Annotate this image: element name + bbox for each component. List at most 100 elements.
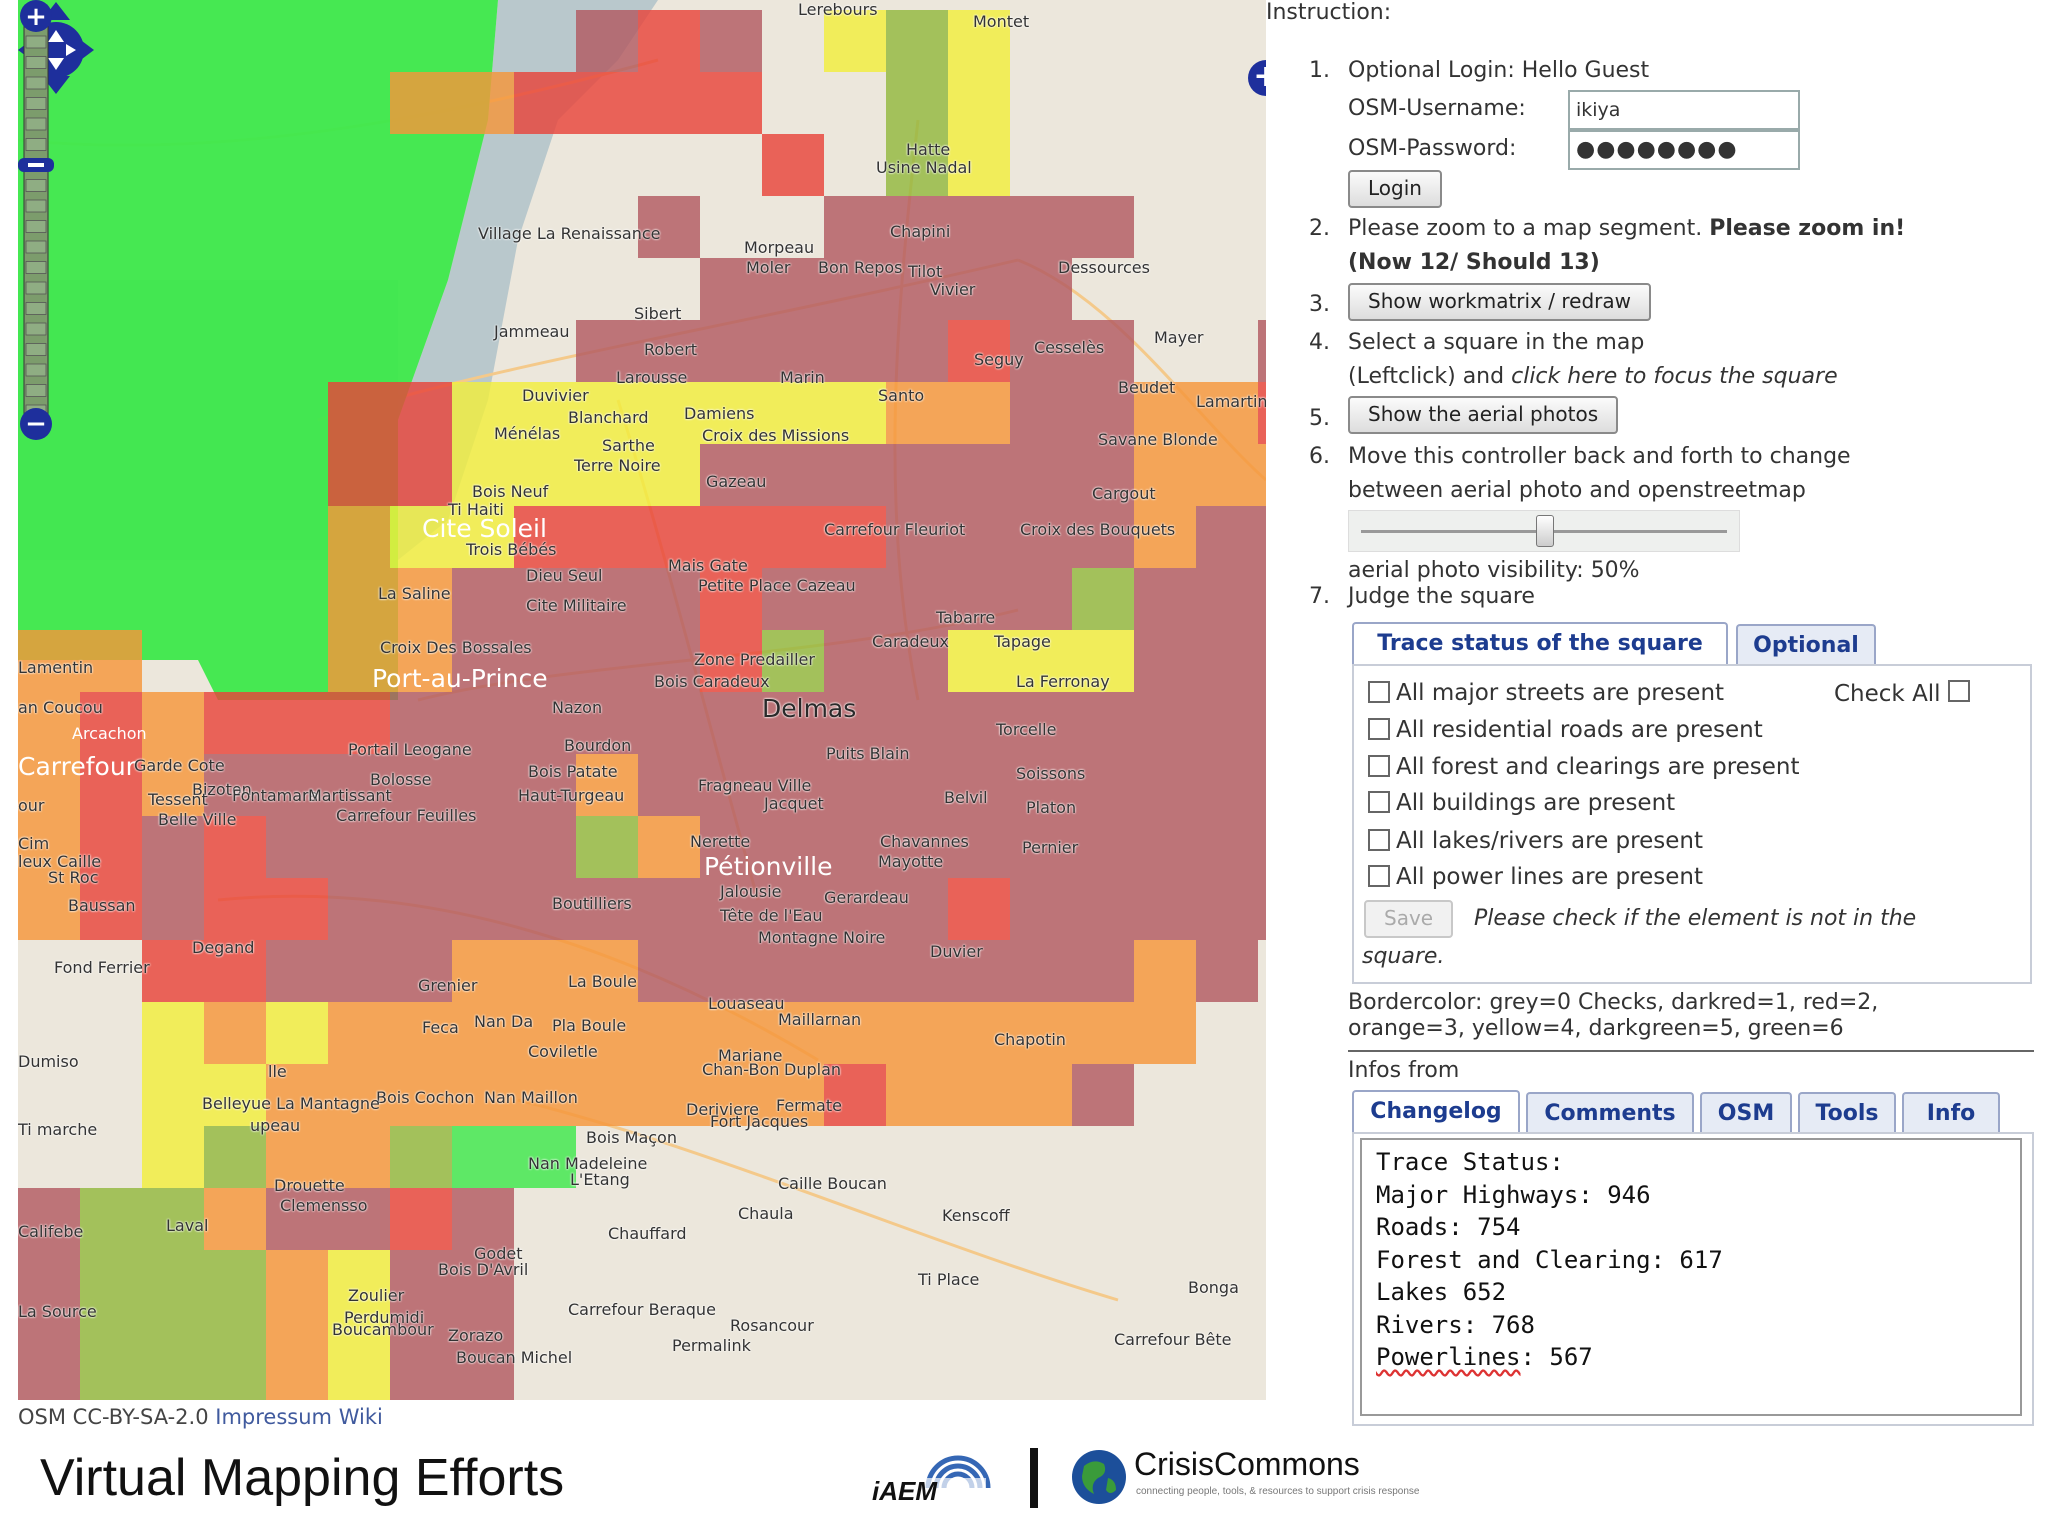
status-cell [390, 1188, 452, 1250]
show-aerial-photos-button[interactable]: Show the aerial photos [1348, 396, 1619, 434]
zoom-tick[interactable] [25, 76, 47, 90]
place-label: Arcachon [72, 724, 147, 743]
status-cell [824, 444, 886, 506]
zoom-in-button[interactable] [20, 0, 52, 32]
status-cell [1010, 382, 1072, 444]
changelog-textarea[interactable]: Trace Status: Major Highways: 946 Roads:… [1360, 1138, 2022, 1416]
tab-osm[interactable]: OSM [1700, 1092, 1792, 1134]
judge-text: Judge the square [1348, 584, 1535, 609]
zoom-tick[interactable] [25, 322, 47, 336]
aerial-slider[interactable] [1348, 510, 1740, 552]
check-label: All major streets are present [1396, 680, 1725, 706]
checkbox[interactable] [1368, 791, 1390, 813]
status-cell [1258, 878, 1266, 940]
login-button[interactable]: Login [1348, 170, 1442, 208]
zoom-tick[interactable] [25, 179, 47, 192]
zoom-tick[interactable] [25, 302, 47, 315]
focus-square-link[interactable]: click here to focus the square [1511, 364, 1838, 389]
status-cell [328, 940, 390, 1002]
zoom-tick[interactable] [25, 343, 47, 356]
map-view[interactable]: + − + Lerebours Montet Hatte Usine Nadal Vil… [18, 0, 1266, 1400]
zoom-tick[interactable] [25, 281, 47, 295]
status-cell [514, 382, 576, 444]
status-cell [886, 444, 948, 506]
save-hint-2: square. [1362, 944, 1445, 969]
status-cell [328, 1002, 390, 1064]
check-buildings[interactable]: All buildings are present [1368, 790, 1675, 816]
status-cell [948, 382, 1010, 444]
tab-trace-status[interactable]: Trace status of the square [1352, 622, 1728, 666]
status-cell [886, 506, 948, 568]
zoom-slider[interactable]: + − [18, 0, 54, 440]
status-cell [1196, 692, 1258, 754]
place-label: Seguy [974, 350, 1024, 369]
place-label: La Boule [568, 972, 637, 991]
status-cell [266, 692, 328, 754]
tab-optional[interactable]: Optional [1736, 624, 1876, 666]
check-residential-roads[interactable]: All residential roads are present [1368, 717, 1763, 743]
check-all[interactable]: Check All [1834, 680, 1970, 707]
zoom-tick[interactable] [25, 117, 47, 131]
zoom-tick[interactable] [25, 199, 47, 213]
status-cell [452, 506, 514, 568]
status-cell [1072, 940, 1134, 1002]
check-forest[interactable]: All forest and clearings are present [1368, 754, 1800, 780]
checkbox[interactable] [1368, 755, 1390, 777]
show-workmatrix-button[interactable]: Show workmatrix / redraw [1348, 283, 1651, 321]
place-label: Nerette [690, 832, 751, 851]
check-all-checkbox[interactable] [1947, 680, 1970, 702]
iaem-text: iAEM [872, 1476, 938, 1506]
impressum-link[interactable]: Impressum [215, 1405, 333, 1429]
status-cell [1072, 320, 1134, 382]
slider-thumb[interactable] [1536, 515, 1554, 547]
place-label: Robert [644, 340, 698, 359]
place-label: Duplan [784, 1060, 842, 1079]
checkbox[interactable] [1368, 718, 1390, 740]
check-lakes-rivers[interactable]: All lakes/rivers are present [1368, 828, 1703, 854]
status-cell [638, 754, 700, 816]
place-label: Clemensso [280, 1196, 368, 1215]
zoom-tick[interactable] [25, 97, 47, 110]
status-cell [204, 1064, 266, 1126]
zoom-handle[interactable] [18, 158, 54, 172]
zoom-tick[interactable] [25, 138, 47, 151]
check-power-lines[interactable]: All power lines are present [1368, 864, 1703, 890]
status-cell [1134, 878, 1196, 940]
zoom-tick[interactable] [25, 363, 47, 377]
status-cell [204, 1312, 266, 1374]
tab-comments[interactable]: Comments [1526, 1092, 1694, 1134]
zoom-tick[interactable] [25, 240, 47, 254]
wiki-link[interactable]: Wiki [338, 1405, 383, 1429]
checkbox[interactable] [1368, 681, 1390, 703]
zoom-tick[interactable] [25, 56, 47, 69]
pan-down-icon[interactable] [42, 76, 70, 94]
visibility-value: 50% [1590, 558, 1640, 583]
zoom-tick[interactable] [25, 35, 47, 49]
status-cell [1072, 1002, 1134, 1064]
tab-info[interactable]: Info [1902, 1092, 2000, 1134]
place-label: Village La Renaissance [478, 224, 661, 243]
layer-switcher-icon[interactable]: + [1248, 60, 1266, 96]
tab-tools[interactable]: Tools [1798, 1092, 1896, 1134]
check-major-streets[interactable]: All major streets are present [1368, 680, 1724, 706]
pan-right-icon[interactable] [78, 38, 94, 62]
zoom-out-button[interactable] [20, 408, 52, 440]
map-canvas[interactable] [18, 0, 1266, 1400]
zoom-tick[interactable] [25, 220, 47, 233]
password-field[interactable]: ●●●●●●●● [1568, 130, 1800, 170]
status-cell [824, 196, 886, 258]
zoom-tick[interactable] [25, 261, 47, 274]
save-button[interactable]: Save [1364, 900, 1454, 938]
status-cell [824, 1002, 886, 1064]
checkbox[interactable] [1368, 829, 1390, 851]
iaem-logo: iAEM [868, 1455, 991, 1506]
place-label: Delmas [762, 694, 857, 723]
zoom-tick[interactable] [25, 384, 47, 397]
status-cell [452, 1064, 514, 1126]
tab-changelog[interactable]: Changelog [1352, 1090, 1520, 1134]
status-cell [80, 816, 142, 878]
place-label: Coviletle [528, 1042, 598, 1061]
place-label: Degand [192, 938, 255, 957]
checkbox[interactable] [1368, 865, 1390, 887]
username-field[interactable]: ikiya [1568, 90, 1800, 130]
